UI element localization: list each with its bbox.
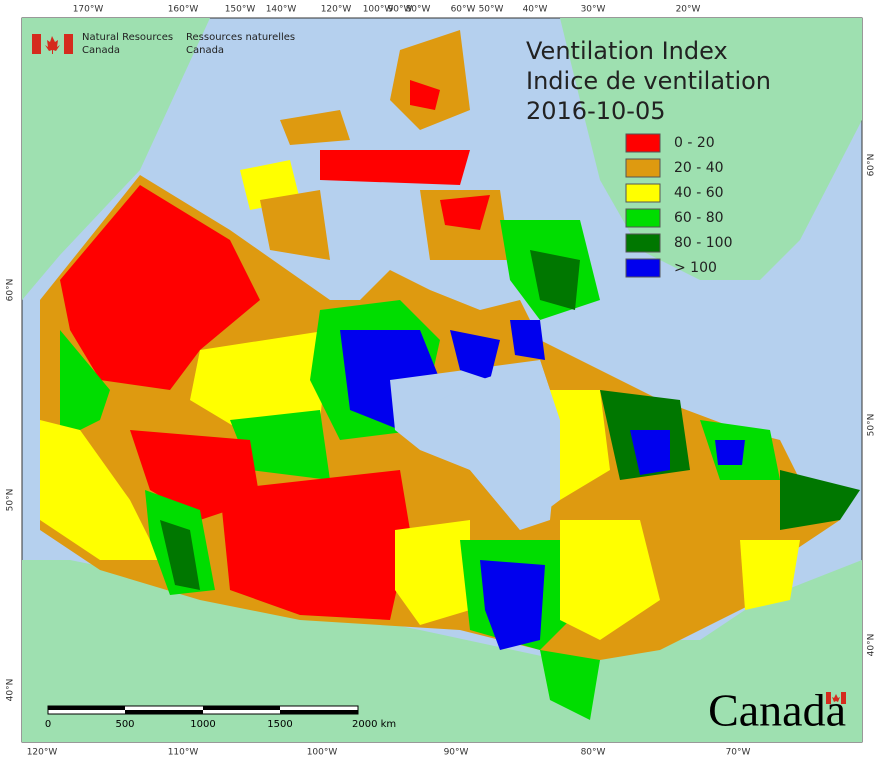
graticule-label: 170°W bbox=[73, 5, 104, 15]
scale-label: 1000 bbox=[190, 719, 215, 730]
scale-label: 2000 km bbox=[352, 719, 396, 730]
legend-label: 40 - 60 bbox=[674, 185, 724, 201]
org-fr: Canada bbox=[186, 45, 224, 56]
legend-label: 80 - 100 bbox=[674, 235, 733, 251]
graticule-label: 60°N bbox=[6, 279, 16, 302]
org-en: Canada bbox=[82, 45, 120, 56]
graticule-label: 90°W bbox=[444, 748, 469, 758]
graticule-label: 160°W bbox=[168, 5, 199, 15]
graticule-label: 140°W bbox=[266, 5, 297, 15]
graticule-label: 120°W bbox=[321, 5, 352, 15]
graticule-label: 40°N bbox=[6, 679, 16, 702]
wordmark: Canada bbox=[708, 685, 846, 736]
legend-swatch bbox=[625, 258, 661, 278]
graticule-label: 110°W bbox=[168, 748, 199, 758]
graticule-label: 50°N bbox=[867, 414, 877, 437]
graticule-label: 100°W bbox=[363, 5, 394, 15]
scale-label: 0 bbox=[45, 719, 51, 730]
map-frame bbox=[21, 17, 863, 743]
legend-label: 20 - 40 bbox=[674, 160, 724, 176]
graticule-label: 40°W bbox=[523, 5, 548, 15]
legend-swatch bbox=[625, 183, 661, 203]
graticule-label: 100°W bbox=[307, 748, 338, 758]
legend-label: > 100 bbox=[674, 260, 717, 276]
graticule-label: 70°W bbox=[726, 748, 751, 758]
scale-label: 1500 bbox=[267, 719, 292, 730]
legend-swatch bbox=[625, 208, 661, 228]
legend-label: 0 - 20 bbox=[674, 135, 715, 151]
graticule-label: 80°W bbox=[581, 748, 606, 758]
graticule-label: 120°W bbox=[27, 748, 58, 758]
graticule-label: 60°N bbox=[867, 154, 877, 177]
org-fr: Ressources naturelles bbox=[186, 32, 295, 43]
graticule-label: 150°W bbox=[225, 5, 256, 15]
date: 2016-10-05 bbox=[526, 97, 665, 125]
graticule-label: 40°N bbox=[867, 634, 877, 657]
scale-bar: 0 500 1000 1500 2000 km bbox=[45, 705, 396, 730]
nrcan-logo bbox=[32, 34, 73, 54]
title: Ventilation Index bbox=[526, 37, 728, 65]
legend-swatch bbox=[625, 133, 661, 153]
scale-label: 500 bbox=[115, 719, 134, 730]
graticule-label: 50°W bbox=[479, 5, 504, 15]
org-en: Natural Resources bbox=[82, 32, 173, 43]
graticule-label: 20°W bbox=[676, 5, 701, 15]
graticule: 170°W 160°W 150°W 140°W 120°W 100°W90°W80°W 60… bbox=[6, 5, 877, 758]
legend-label: 60 - 80 bbox=[674, 210, 724, 226]
title: Indice de ventilation bbox=[526, 67, 771, 95]
graticule-label: 80°W bbox=[406, 5, 431, 15]
graticule-label: 50°N bbox=[6, 489, 16, 512]
legend-swatch bbox=[625, 158, 661, 178]
wordmark-flag bbox=[826, 692, 846, 704]
graticule-label: 30°W bbox=[581, 5, 606, 15]
graticule-label: 90°W bbox=[388, 5, 413, 15]
legend: 0 - 20 20 - 40 40 - 60 60 - 80 80 - 100 > 100 bbox=[625, 133, 733, 278]
graticule-label: 60°W bbox=[451, 5, 476, 15]
legend-swatch bbox=[625, 233, 661, 253]
